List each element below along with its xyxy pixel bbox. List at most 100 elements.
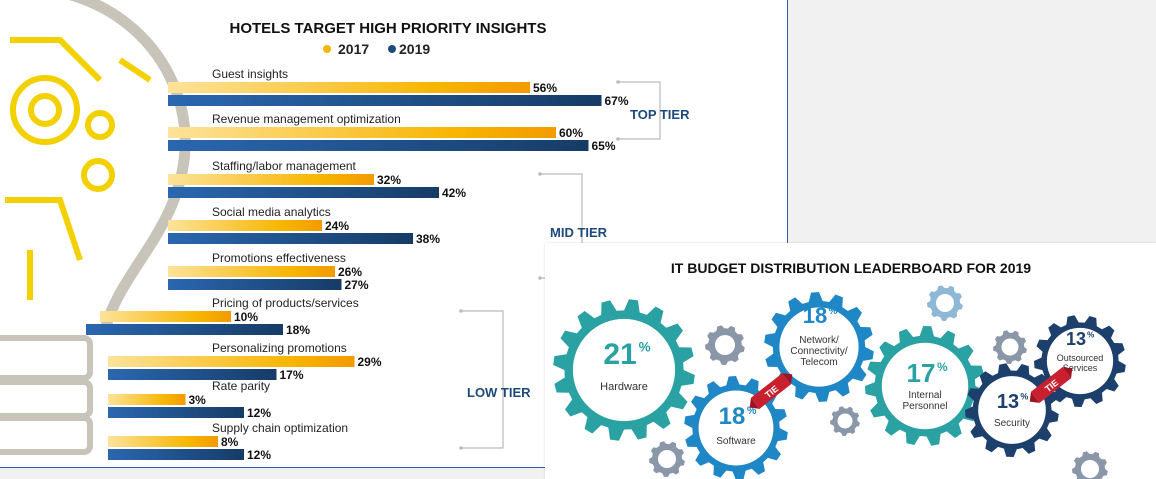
legend-2019-marker: [388, 45, 396, 53]
budget-label: Network/: [799, 335, 839, 346]
budget-gear-hub: [779, 307, 859, 387]
bar-2019: [86, 324, 283, 335]
small-gear-icon: [1072, 451, 1108, 479]
tier-bracket: [618, 81, 661, 140]
lightbulb-illustration: [0, 0, 191, 455]
value-label-2017: 8%: [221, 435, 239, 449]
value-label-2019: 18%: [286, 323, 310, 337]
value-label-2017: 26%: [338, 265, 362, 279]
small-gear-icon-hub: [1081, 460, 1099, 478]
tie-ribbon: TIE: [749, 373, 793, 409]
budget-unit: %: [747, 405, 757, 417]
budget-unit: %: [1087, 330, 1094, 339]
budget-label: Internal: [908, 390, 941, 401]
value-label-2017: 10%: [234, 310, 258, 324]
it-budget-panel: IT BUDGET DISTRIBUTION LEADERBOARD FOR 2…: [545, 243, 1156, 479]
hotel-insights-chart: HOTELS TARGET HIGH PRIORITY INSIGHTS 201…: [0, 0, 788, 468]
tier-brackets: TOP TIER MID TIER LOW TIER: [459, 80, 690, 450]
budget-gear-hub: [698, 390, 774, 466]
value-label-2017: 29%: [358, 355, 382, 369]
tie-ribbon-tail: [1029, 367, 1073, 403]
legend-2017-marker: [323, 45, 331, 53]
it-budget-svg: IT BUDGET DISTRIBUTION LEADERBOARD FOR 2…: [553, 260, 1126, 479]
budget-unit: %: [937, 361, 948, 374]
legend-2019-label: 2019: [399, 41, 430, 57]
budget-value: 18: [803, 303, 827, 328]
tie-ribbon-band: [1030, 367, 1072, 403]
category-label: Supply chain optimization: [212, 421, 348, 435]
bar-2019: [168, 187, 439, 198]
small-gear-icon: [649, 441, 685, 477]
small-gear-icon-hub: [1001, 338, 1019, 356]
budget-label: Services: [1063, 363, 1098, 373]
budget-gear: 18 % Network/Connectivity/Telecom: [764, 292, 874, 402]
bar-2019: [108, 449, 244, 460]
category-label: Revenue management optimization: [212, 112, 401, 126]
category-label: Rate parity: [212, 379, 270, 393]
budget-label: Personnel: [902, 401, 947, 412]
budget-value: 17: [907, 358, 936, 388]
value-label-2019: 38%: [416, 232, 440, 246]
bar-2017: [108, 436, 218, 447]
bars-group: Guest insights 56% 67% Revenue management o…: [86, 67, 629, 462]
category-label: Personalizing promotions: [212, 341, 347, 355]
tie-ribbon: TIE: [1029, 367, 1073, 403]
budget-unit: %: [1020, 392, 1028, 402]
budget-gear: 13 % Security: [965, 363, 1059, 457]
budget-label: Security: [994, 418, 1030, 429]
legend-2017-label: 2017: [338, 41, 369, 57]
category-label: Staffing/labor management: [212, 159, 357, 173]
gears-group: 21 % Hardware 18 % Software 18 % Network/Connect…: [553, 285, 1126, 479]
bar-2017: [108, 394, 186, 405]
budget-gear-hub: [881, 342, 969, 430]
budget-value: 13: [997, 391, 1019, 413]
bar-2019: [168, 279, 342, 290]
category-label: Guest insights: [212, 67, 288, 81]
budget-label: Connectivity/: [790, 346, 847, 357]
tie-ribbon-band: [750, 373, 792, 409]
budget-label: Telecom: [800, 357, 837, 368]
category-label: Promotions effectiveness: [212, 251, 346, 265]
tier-label: MID TIER: [550, 225, 608, 240]
value-label-2019: 12%: [247, 448, 271, 462]
bar-2017: [168, 266, 335, 277]
budget-label: Hardware: [600, 381, 648, 393]
budget-label: Outsourced: [1057, 353, 1104, 363]
value-label-2019: 17%: [280, 368, 304, 382]
value-label-2017: 56%: [533, 81, 557, 95]
bar-2019: [168, 233, 413, 244]
small-gear-icon: [927, 285, 963, 321]
value-label-2019: 65%: [592, 139, 616, 153]
value-label-2019: 27%: [345, 278, 369, 292]
category-label: Pricing of products/services: [212, 296, 359, 310]
bar-2017: [100, 311, 231, 322]
value-label-2017: 60%: [559, 126, 583, 140]
bar-2017: [108, 356, 355, 367]
small-gear-icon: [830, 406, 860, 436]
bar-2017: [168, 174, 374, 185]
budget-unit: %: [639, 339, 651, 354]
budget-gear-hub: [978, 376, 1046, 444]
tie-ribbon-tail: [749, 373, 793, 409]
bar-2017: [168, 220, 322, 231]
tier-bracket-dot: [538, 172, 542, 176]
value-label-2017: 3%: [189, 393, 207, 407]
bar-2019: [108, 369, 277, 380]
value-label-2019: 12%: [247, 406, 271, 420]
tier-bracket: [461, 310, 504, 449]
bar-2017: [168, 82, 530, 93]
small-gear-icon: [993, 330, 1027, 364]
small-gear-icon-hub: [837, 413, 853, 429]
value-label-2017: 32%: [377, 173, 401, 187]
hotel-insights-svg: HOTELS TARGET HIGH PRIORITY INSIGHTS 201…: [0, 0, 690, 462]
budget-label: Software: [716, 436, 756, 447]
budget-gear-hub: [572, 318, 676, 422]
budget-value: 21: [603, 338, 636, 371]
tier-label: TOP TIER: [630, 107, 690, 122]
chart-title: HOTELS TARGET HIGH PRIORITY INSIGHTS: [230, 20, 547, 37]
legend: 2017 2019: [323, 41, 430, 57]
tier-bracket-dot: [538, 276, 542, 280]
budget-title: IT BUDGET DISTRIBUTION LEADERBOARD FOR 2…: [671, 260, 1031, 276]
tier-bracket-dot: [616, 137, 620, 141]
